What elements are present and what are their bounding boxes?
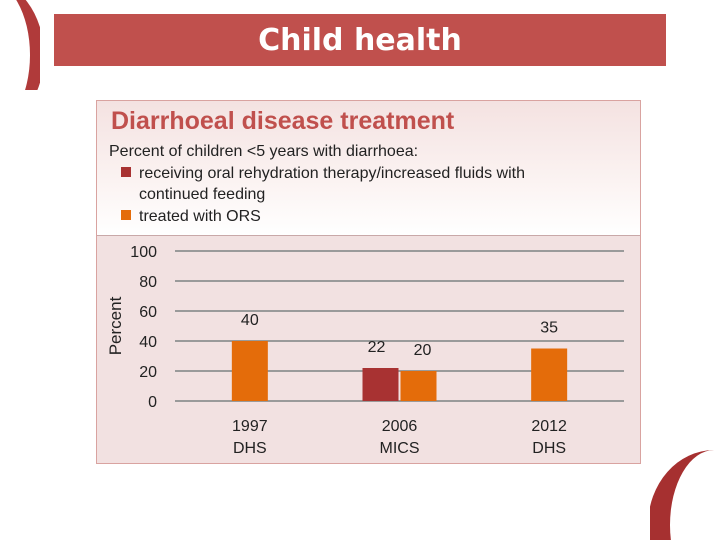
y-tick-label: 80 — [139, 274, 157, 291]
legend-item-ors: treated with ORS — [121, 206, 539, 227]
data-label: 40 — [241, 312, 259, 329]
x-tick-label: 2012 — [531, 418, 567, 435]
data-label: 35 — [540, 320, 558, 337]
y-tick-label: 20 — [139, 364, 157, 381]
corner-decoration-top-left — [0, 0, 40, 90]
y-tick-label: 0 — [148, 394, 157, 411]
bar — [400, 371, 437, 401]
chart-title: Diarrhoeal disease treatment — [111, 107, 455, 135]
x-tick-sublabel: DHS — [532, 440, 566, 457]
chart-subtitle: Percent of children <5 years with diarrh… — [109, 143, 419, 160]
slide-title: Child health — [258, 22, 462, 58]
chart-header: Diarrhoeal disease treatment Percent of … — [97, 101, 640, 236]
data-label: 20 — [414, 342, 432, 359]
y-axis-label: Percent — [106, 296, 125, 355]
bar — [362, 368, 399, 401]
bar — [531, 348, 568, 401]
legend-swatch-ors — [121, 210, 131, 220]
x-tick-label: 1997 — [232, 418, 268, 435]
bar — [231, 341, 268, 401]
legend-item-ort: receiving oral rehydration therapy/incre… — [121, 163, 539, 205]
legend-label-ors: treated with ORS — [139, 208, 261, 225]
legend-label-ort: receiving oral rehydration therapy/incre… — [139, 165, 525, 203]
chart-panel: Diarrhoeal disease treatment Percent of … — [96, 100, 641, 464]
x-tick-sublabel: DHS — [233, 440, 267, 457]
y-tick-label: 60 — [139, 304, 157, 321]
y-tick-label: 100 — [130, 244, 157, 261]
x-tick-sublabel: MICS — [380, 440, 420, 457]
legend-swatch-ort — [121, 167, 131, 177]
slide-title-bar: Child health — [54, 14, 666, 66]
y-tick-label: 40 — [139, 334, 157, 351]
x-tick-label: 2006 — [382, 418, 418, 435]
data-label: 22 — [368, 339, 386, 356]
bar-plot: 0 20 40 60 80 100 Percent 40 1997 DHS 22 20 2006 MICS… — [106, 244, 624, 457]
corner-decoration-bottom-right — [650, 450, 720, 540]
